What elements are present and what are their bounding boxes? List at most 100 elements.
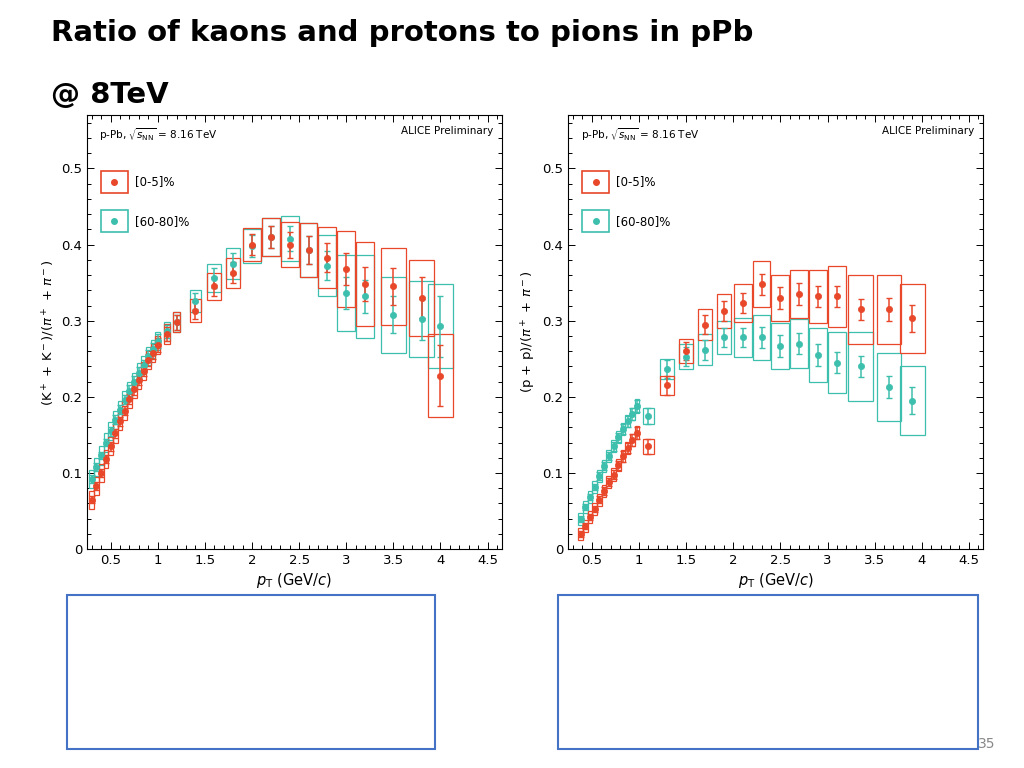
Bar — [113, 424, 118, 442]
Bar — [89, 491, 94, 508]
Bar — [281, 222, 299, 267]
Bar — [588, 511, 592, 523]
Bar — [127, 382, 132, 400]
Bar — [136, 371, 141, 389]
Bar — [753, 315, 770, 360]
Bar — [190, 290, 201, 313]
Bar — [300, 223, 317, 276]
Bar — [356, 243, 374, 326]
Text: p-Pb, $\sqrt{s_{\mathrm{NN}}}$ = 8.16 TeV: p-Pb, $\sqrt{s_{\mathrm{NN}}}$ = 8.16 Te… — [581, 126, 699, 143]
Bar — [734, 284, 752, 323]
Text: [0-5]%: [0-5]% — [616, 176, 655, 188]
Bar — [698, 310, 712, 339]
Bar — [611, 468, 615, 481]
Bar — [127, 390, 132, 409]
Text: p-Pb, $\sqrt{s_{\mathrm{NN}}}$ = 8.16 TeV: p-Pb, $\sqrt{s_{\mathrm{NN}}}$ = 8.16 Te… — [99, 126, 218, 143]
Bar — [156, 332, 160, 350]
Bar — [643, 439, 653, 454]
Bar — [717, 294, 731, 328]
Bar — [94, 477, 99, 495]
Bar — [118, 412, 123, 430]
Bar — [698, 334, 712, 365]
Text: [60-80]%: [60-80]% — [616, 214, 671, 227]
Bar — [132, 372, 136, 391]
Bar — [123, 391, 127, 409]
Text: p/ $\pi$ : the protons
production increases with
multiplicity at high $p_{\mathr: p/ $\pi$ : the protons production increa… — [577, 614, 801, 691]
Bar — [679, 344, 693, 369]
Bar — [791, 319, 808, 368]
Bar — [717, 321, 731, 354]
Bar — [660, 359, 675, 379]
Bar — [146, 346, 151, 365]
Bar — [99, 446, 103, 465]
Text: K/$\pi$ : no significant
evolution with
multiplicity: K/$\pi$ : no significant evolution with … — [85, 614, 248, 687]
Bar — [164, 322, 170, 341]
Bar — [828, 266, 846, 327]
Bar — [226, 257, 241, 288]
Bar — [602, 460, 606, 472]
Bar — [771, 323, 790, 369]
Bar — [337, 254, 355, 331]
Bar — [582, 210, 609, 233]
Bar — [100, 210, 128, 233]
Bar — [356, 254, 374, 338]
Bar — [753, 261, 770, 307]
Bar — [660, 376, 675, 396]
Y-axis label: (p + p)/($\pi^+$ + $\pi^-$): (p + p)/($\pi^+$ + $\pi^-$) — [520, 271, 539, 393]
Bar — [592, 481, 597, 493]
Bar — [626, 415, 630, 427]
Bar — [791, 270, 808, 319]
Bar — [771, 275, 790, 321]
Bar — [588, 492, 592, 504]
Bar — [611, 440, 615, 452]
Bar — [828, 333, 846, 393]
Bar — [151, 339, 156, 358]
Bar — [243, 230, 261, 263]
Bar — [615, 459, 621, 472]
Bar — [381, 276, 406, 353]
Text: [0-5]%: [0-5]% — [135, 176, 174, 188]
Bar — [173, 313, 180, 333]
Text: ALICE Preliminary: ALICE Preliminary — [401, 126, 494, 136]
Bar — [141, 356, 146, 374]
Bar — [626, 442, 630, 454]
Bar — [592, 503, 597, 515]
Bar — [190, 300, 201, 323]
Bar — [156, 336, 160, 354]
Bar — [207, 264, 221, 292]
Bar — [136, 363, 141, 382]
Bar — [679, 339, 693, 363]
Bar — [243, 228, 261, 261]
Bar — [381, 248, 406, 325]
Bar — [579, 528, 583, 540]
Bar — [597, 494, 602, 506]
Bar — [621, 450, 626, 462]
Bar — [262, 218, 280, 256]
X-axis label: $p_{\mathrm{T}}$ (GeV/$c$): $p_{\mathrm{T}}$ (GeV/$c$) — [737, 571, 814, 590]
Bar — [900, 284, 925, 353]
Bar — [262, 218, 280, 256]
Bar — [300, 223, 317, 276]
Bar — [118, 401, 123, 419]
Bar — [132, 380, 136, 399]
Bar — [615, 431, 621, 443]
Bar — [109, 422, 113, 440]
Bar — [146, 351, 151, 369]
Bar — [635, 399, 639, 413]
Bar — [94, 458, 99, 476]
Bar — [630, 434, 635, 446]
Bar — [848, 275, 872, 343]
Bar — [809, 270, 827, 323]
Bar — [410, 260, 434, 336]
Bar — [337, 231, 355, 307]
Bar — [428, 333, 453, 418]
Bar — [606, 450, 611, 462]
Bar — [141, 362, 146, 380]
Text: [60-80]%: [60-80]% — [135, 214, 189, 227]
Bar — [410, 281, 434, 357]
Text: @ 8TeV: @ 8TeV — [51, 81, 169, 108]
X-axis label: $p_{\mathrm{T}}$ (GeV/$c$): $p_{\mathrm{T}}$ (GeV/$c$) — [256, 571, 333, 590]
Bar — [900, 366, 925, 435]
Bar — [226, 248, 241, 279]
Bar — [630, 408, 635, 419]
